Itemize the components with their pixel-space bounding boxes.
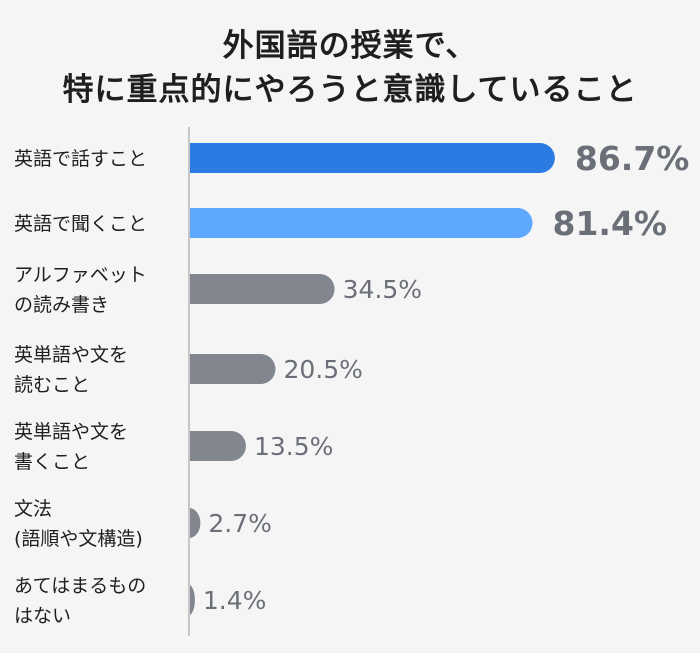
bar-5 [189, 431, 246, 461]
bar-7 [189, 585, 195, 615]
category-label-4-line-2: 読むこと [14, 374, 90, 396]
category-label-2-line-1: 英語で聞くこと [14, 213, 147, 235]
bar-2 [189, 208, 533, 238]
category-label-7-line-1: あてはまるもの [14, 575, 146, 597]
category-label-2: 英語で聞くこと [14, 213, 147, 235]
value-label-4: 20.5% [284, 355, 363, 384]
category-label-5-line-1: 英単語や文を [14, 421, 128, 443]
category-label-7-line-2: はない [14, 605, 71, 627]
category-label-3: アルファベットの読み書き [14, 264, 147, 316]
category-label-3-line-2: の読み書き [14, 294, 109, 316]
bar-6 [189, 508, 201, 538]
chart-title: 外国語の授業で、 特に重点的にやろうと意識していること [0, 24, 700, 112]
chart-title-line-2: 特に重点的にやろうと意識していること [62, 72, 638, 108]
value-label-2: 81.4% [553, 204, 668, 243]
value-label-5: 13.5% [254, 432, 333, 461]
bar-3 [189, 274, 335, 304]
category-label-7: あてはまるものはない [14, 575, 146, 627]
category-label-5-line-2: 書くこと [14, 451, 90, 473]
bar-1 [189, 143, 555, 173]
category-label-6-line-1: 文法 [14, 498, 52, 520]
category-label-5: 英単語や文を書くこと [14, 421, 128, 473]
category-label-6: 文法 (語順や文構造) [14, 498, 143, 550]
value-label-7: 1.4% [203, 586, 267, 615]
category-label-6-line-2: (語順や文構造) [14, 528, 143, 550]
value-label-1: 86.7% [575, 139, 690, 178]
value-label-3: 34.5% [343, 275, 422, 304]
category-label-4: 英単語や文を読むこと [14, 344, 128, 396]
bar-4 [189, 354, 276, 384]
category-label-3-line-1: アルファベット [14, 264, 147, 286]
chart-title-line-1: 外国語の授業で、 [222, 28, 478, 64]
category-label-1: 英語で話すこと [14, 148, 147, 170]
category-label-4-line-1: 英単語や文を [14, 344, 128, 366]
category-label-1-line-1: 英語で話すこと [14, 148, 147, 170]
value-label-6: 2.7% [208, 509, 272, 538]
